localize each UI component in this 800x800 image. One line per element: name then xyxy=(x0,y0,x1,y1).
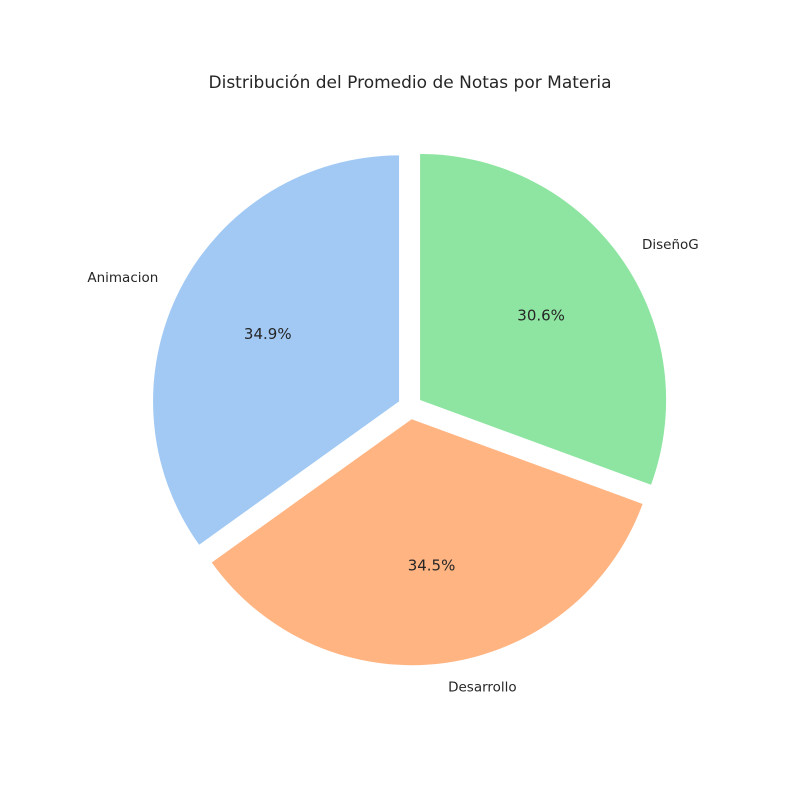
pie-labels: 34.9% Animacion 34.5% Desarrollo 30.6% Diseño… xyxy=(87,237,698,695)
pie-category-label: DiseñoG xyxy=(642,237,699,253)
pie-percent-label: 34.9% xyxy=(244,325,292,343)
pie-category-label: Animacion xyxy=(87,270,158,286)
pie-slice-desarrollo xyxy=(211,419,643,666)
pie-slice-animacion xyxy=(153,155,400,545)
pie-slices xyxy=(153,153,667,666)
pie-category-label: Desarrollo xyxy=(448,679,517,695)
pie-percent-label: 34.5% xyxy=(408,556,456,574)
chart-title: Distribución del Promedio de Notas por M… xyxy=(209,73,612,93)
pie-percent-label: 30.6% xyxy=(517,306,565,324)
pie-slice-diseñog xyxy=(420,153,667,485)
